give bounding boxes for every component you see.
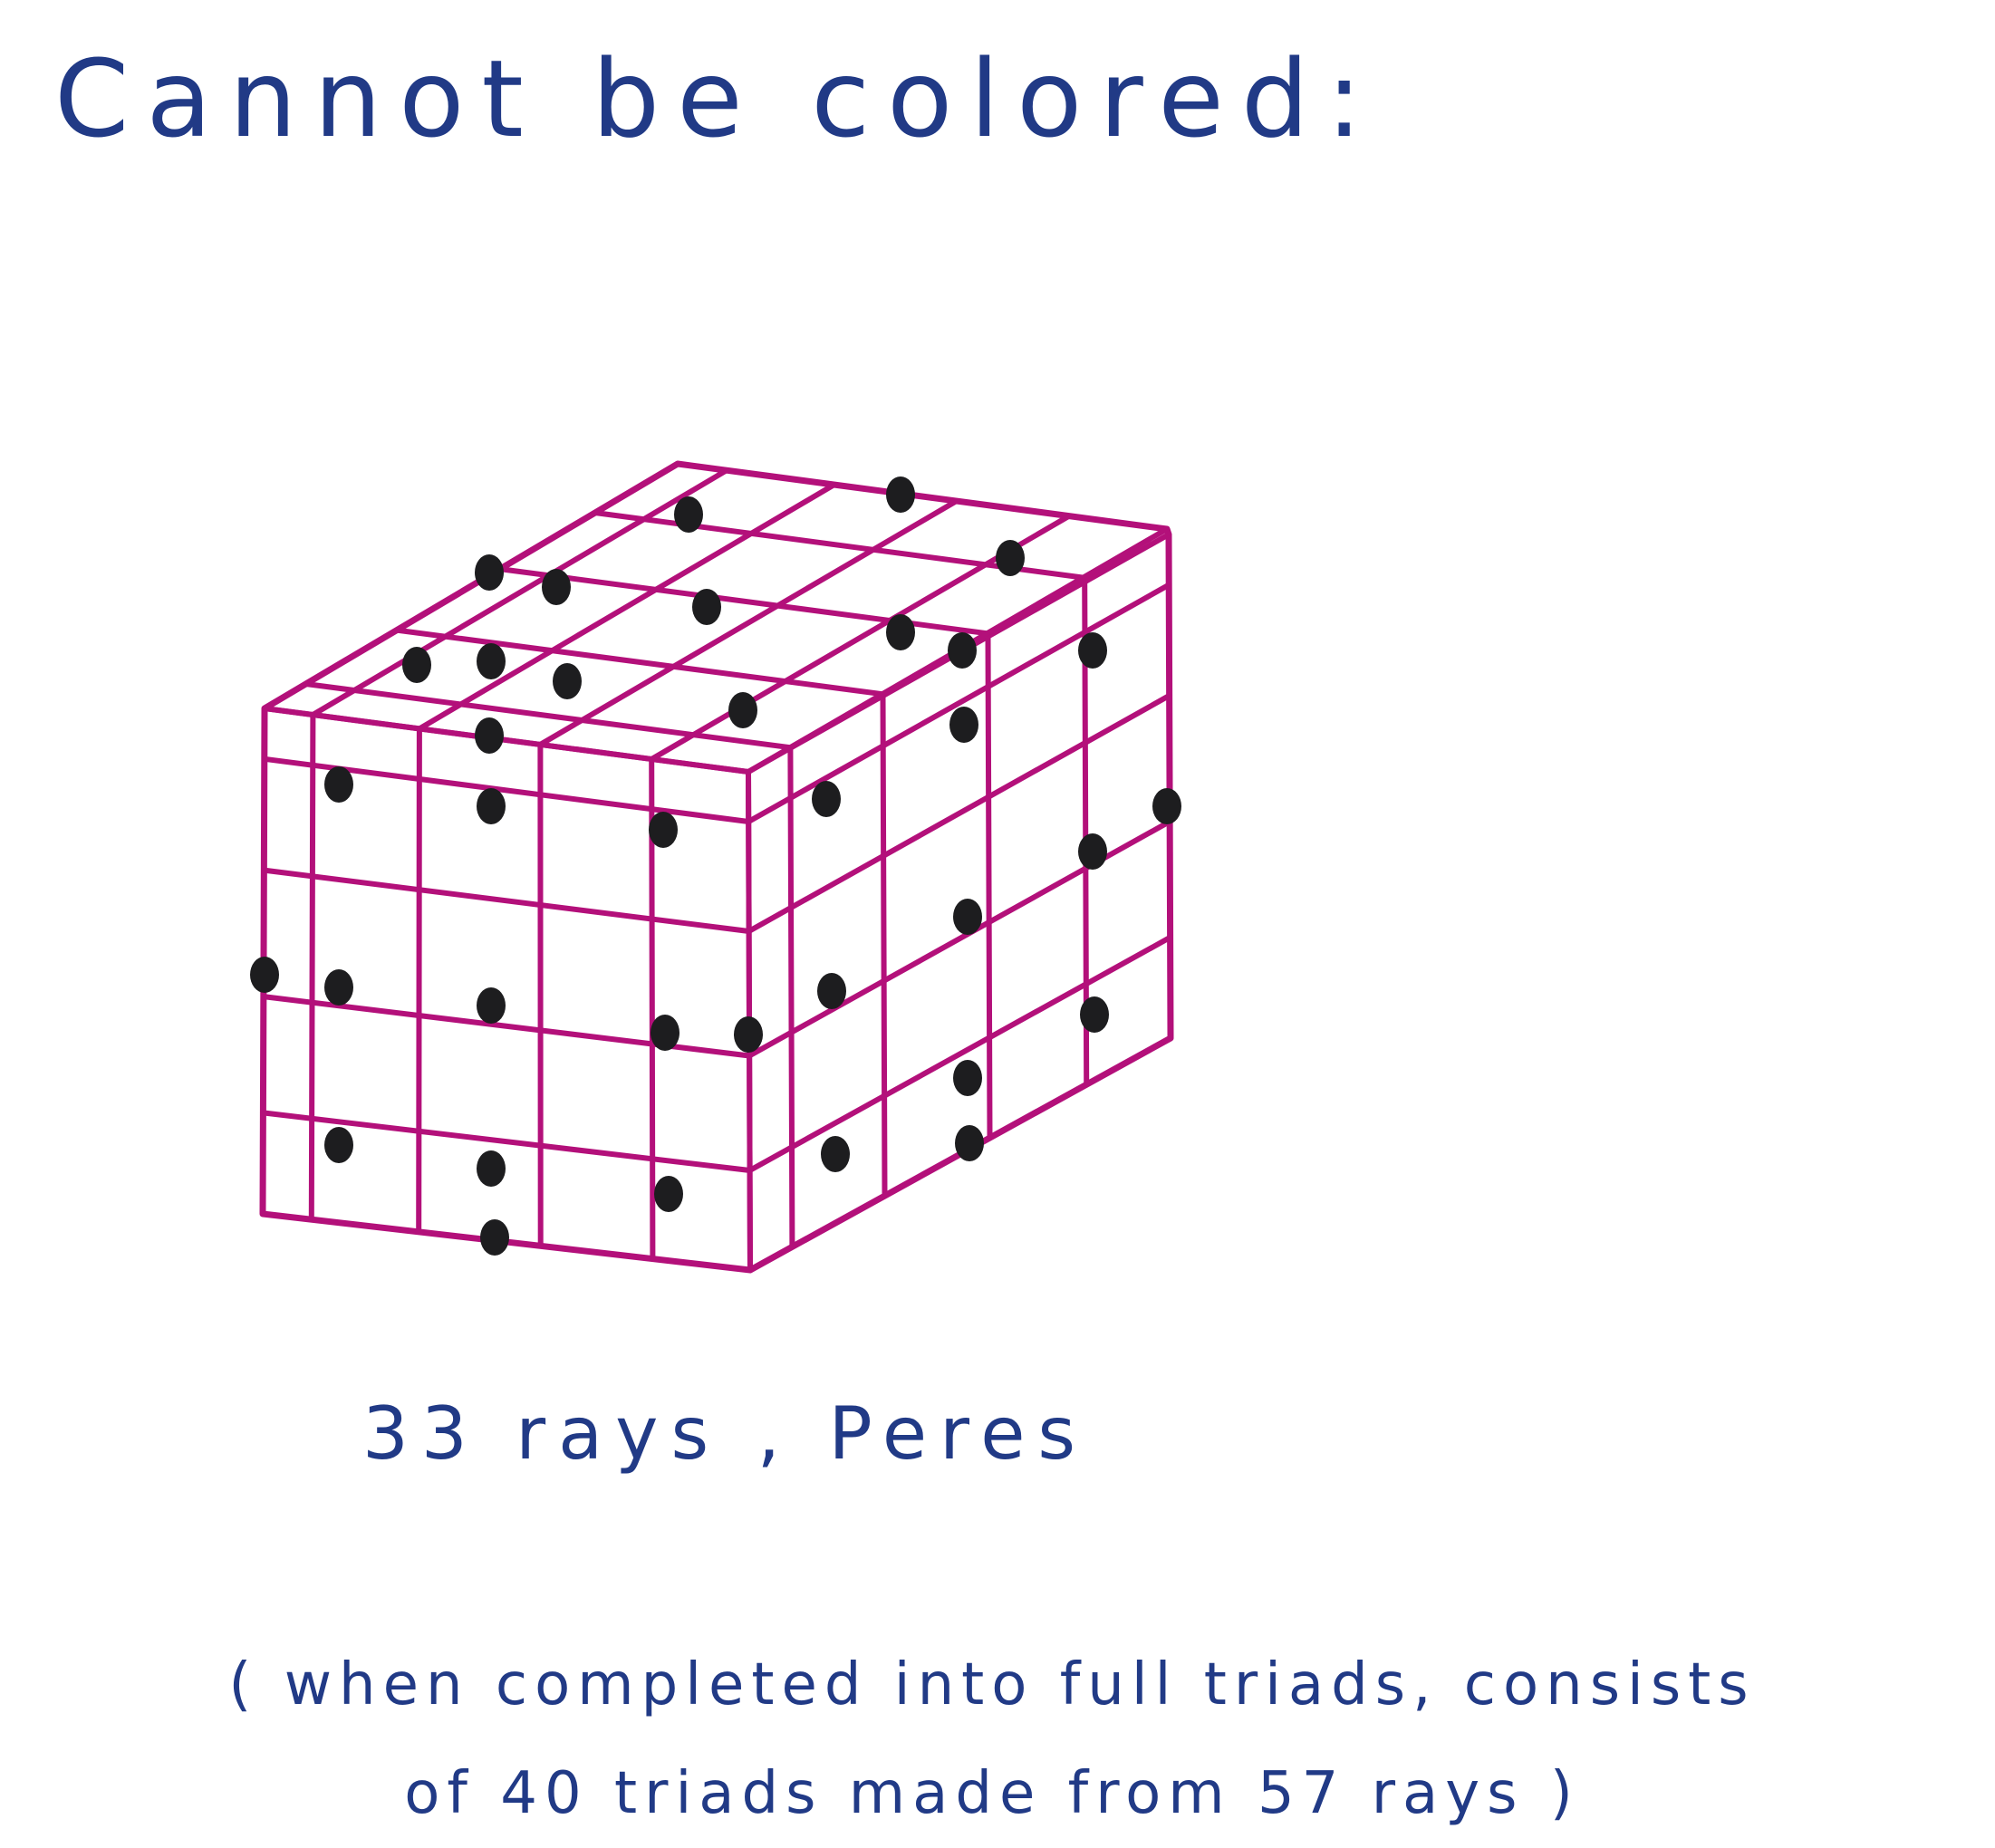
- ray-node: [654, 1176, 683, 1212]
- ray-node: [886, 476, 915, 513]
- diagram-caption: 33 rays , Peres: [362, 1391, 1088, 1477]
- ray-node: [651, 1015, 679, 1051]
- ray-node: [886, 614, 915, 650]
- footnote: ( when completed into full triads, consi…: [104, 1631, 1880, 1848]
- ray-node: [1080, 996, 1109, 1033]
- ray-node: [821, 1136, 850, 1172]
- ray-node: [949, 707, 978, 743]
- ray-node: [728, 692, 757, 728]
- cube-grid-line: [312, 715, 313, 1219]
- ray-node: [553, 663, 582, 699]
- ray-node: [674, 496, 703, 533]
- ray-node: [477, 987, 506, 1024]
- ray-node: [953, 899, 982, 935]
- cube-grid-line: [790, 748, 792, 1247]
- ray-node: [480, 1219, 509, 1256]
- ray-node: [734, 1016, 763, 1053]
- ray-node: [477, 1150, 506, 1187]
- cube-grid-line: [264, 871, 748, 931]
- ray-node: [475, 717, 504, 754]
- cube-edges: [263, 464, 1171, 1270]
- cube-nodes: [250, 476, 1181, 1256]
- ray-node: [1078, 833, 1107, 870]
- ray-node: [817, 973, 846, 1009]
- cube-grid-line: [883, 696, 885, 1196]
- footnote-line-1: ( when completed into full triads, consi…: [104, 1631, 1880, 1739]
- ray-node: [324, 1127, 353, 1163]
- cube-outline: [263, 464, 1171, 1270]
- ray-node: [324, 766, 353, 803]
- ray-node: [948, 632, 977, 669]
- cube-grid-line: [265, 708, 748, 772]
- ray-node: [955, 1125, 984, 1161]
- ray-node: [812, 781, 841, 817]
- ray-node: [692, 589, 721, 625]
- ray-node: [402, 647, 431, 683]
- ray-node: [649, 812, 678, 848]
- ray-node: [250, 957, 279, 993]
- cube-grid-line: [988, 637, 990, 1138]
- ray-node: [1078, 632, 1107, 669]
- ray-node: [475, 554, 504, 591]
- footnote-line-2: of 40 triads made from 57 rays ): [104, 1739, 1880, 1848]
- ray-node: [477, 643, 506, 679]
- ray-node: [477, 788, 506, 824]
- ray-node: [996, 540, 1025, 576]
- ray-node: [542, 569, 571, 605]
- ray-node: [324, 969, 353, 1006]
- ray-node: [953, 1060, 982, 1096]
- ray-node: [1152, 788, 1181, 824]
- cube-grid-line: [748, 585, 1169, 822]
